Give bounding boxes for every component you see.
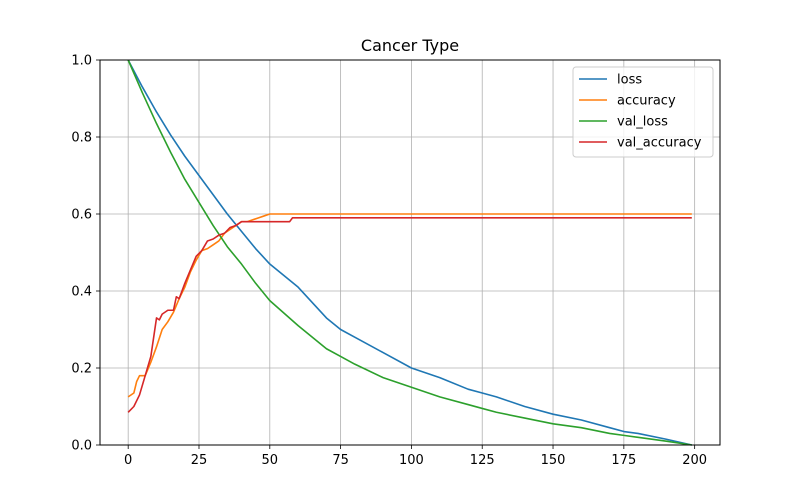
x-tick-label: 175 — [611, 453, 636, 468]
x-tick-label: 75 — [332, 453, 349, 468]
series-layer — [127, 59, 692, 446]
legend: loss accuracy val_loss val_accuracy — [572, 66, 714, 158]
x-tick-label: 125 — [470, 453, 495, 468]
axis-layer: 0 25 50 75 100 125 150 175 200 0.0 0.2 0.4 0.6 0.8 1.0 — [71, 54, 707, 469]
x-tick-label: 100 — [399, 453, 424, 468]
series-line-val-loss — [127, 59, 692, 446]
x-tick-label: 200 — [682, 453, 707, 468]
chart-title: Cancer Type — [361, 36, 459, 55]
series-line-val-accuracy — [127, 217, 692, 413]
series-line-accuracy — [127, 213, 692, 398]
legend-label: val_loss — [617, 115, 668, 130]
legend-label: val_accuracy — [617, 136, 702, 151]
x-tick-label: 50 — [262, 453, 279, 468]
y-tick-label: 0.6 — [71, 208, 92, 223]
legend-box — [572, 66, 714, 158]
y-tick-label: 1.0 — [71, 54, 92, 69]
x-tick-label: 25 — [191, 453, 208, 468]
y-tick-label: 0.8 — [71, 131, 92, 146]
series-line-loss — [127, 59, 692, 446]
y-tick-label: 0.0 — [71, 439, 92, 454]
legend-label: loss — [617, 73, 642, 88]
legend-label: accuracy — [617, 94, 676, 109]
y-tick-label: 0.4 — [71, 285, 92, 300]
y-tick-label: 0.2 — [71, 362, 92, 377]
x-tick-label: 0 — [124, 453, 132, 468]
x-tick-label: 150 — [541, 453, 566, 468]
plot-frame — [99, 59, 721, 446]
